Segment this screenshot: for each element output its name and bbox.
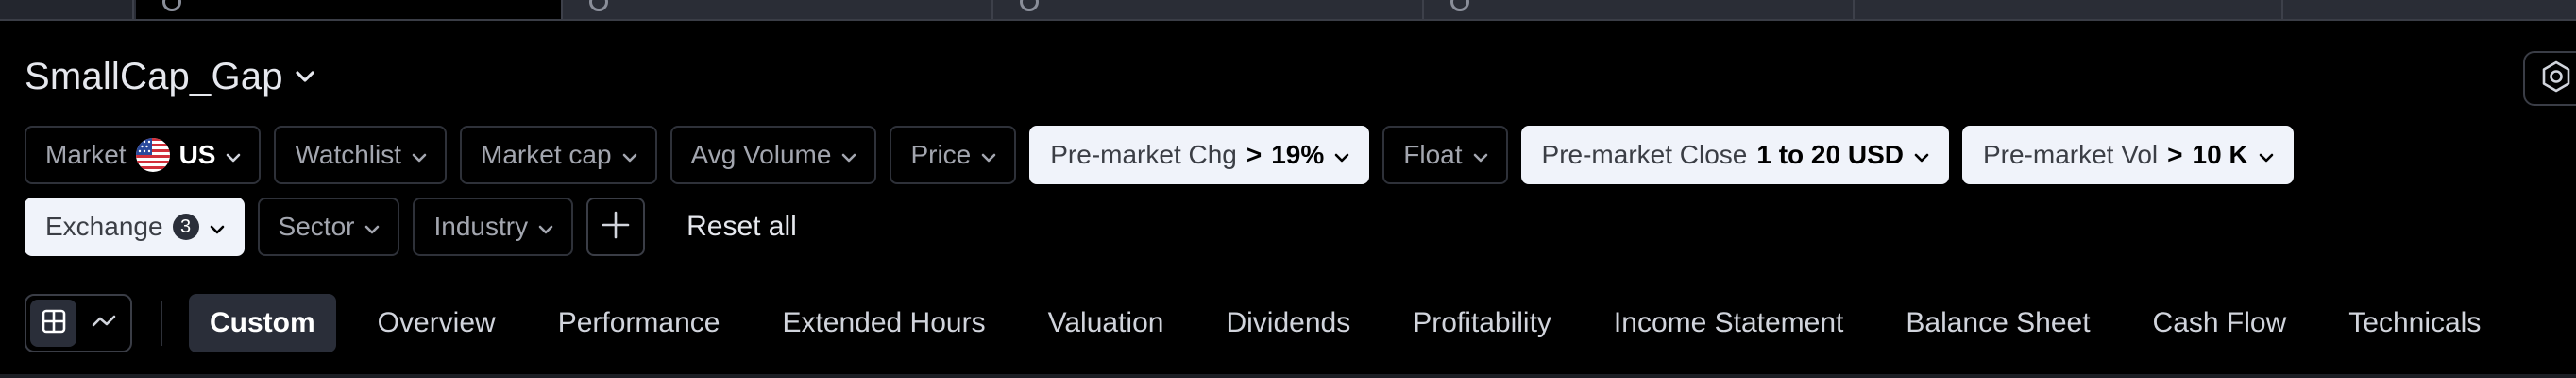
tab-overview[interactable]: Overview	[377, 307, 496, 338]
browser-tab-active[interactable]	[136, 0, 563, 19]
filter-market-cap[interactable]: Market cap	[460, 126, 657, 184]
tab-favicon-icon	[1450, 0, 1469, 11]
tab-income-statement[interactable]: Income Statement	[1613, 307, 1844, 338]
browser-tab[interactable]	[563, 0, 993, 19]
filter-label: Industry	[433, 212, 529, 241]
chevron-down-icon	[537, 212, 554, 242]
settings-icon	[2538, 59, 2574, 99]
tab-technicals[interactable]: Technicals	[2348, 307, 2482, 338]
filter-premarket-change[interactable]: Pre-market Chg > 19%	[1029, 126, 1370, 184]
filter-row: Market US Watchlist Market cap Avg Volum…	[25, 126, 2294, 184]
filter-value: US	[178, 140, 216, 169]
filter-label: Avg Volume	[690, 140, 832, 169]
view-toolbar: Custom Overview Performance Extended Hou…	[25, 293, 2520, 353]
filter-avg-volume[interactable]: Avg Volume	[669, 126, 877, 184]
filter-float[interactable]: Float	[1382, 126, 1508, 184]
chart-view-button[interactable]	[80, 300, 127, 347]
browser-tab[interactable]	[2283, 0, 2576, 19]
tab-favicon-icon	[589, 0, 608, 11]
filter-label: Market cap	[481, 140, 612, 169]
filter-label: Pre-market Vol	[1982, 140, 2159, 169]
filter-value: 19%	[1271, 140, 1325, 169]
view-tabs: Custom Overview Performance Extended Hou…	[189, 294, 2520, 352]
settings-button[interactable]	[2523, 51, 2576, 106]
filter-label: Float	[1403, 140, 1463, 169]
tab-cash-flow[interactable]: Cash Flow	[2152, 307, 2287, 338]
filter-operator: >	[2167, 140, 2183, 169]
filter-premarket-close[interactable]: Pre-market Close 1 to 20 USD	[1520, 126, 1949, 184]
chevron-down-icon	[840, 140, 857, 170]
filter-row: Exchange 3 Sector Industry Reset all	[25, 198, 797, 256]
browser-tab[interactable]	[1424, 0, 1855, 19]
filter-value: 10 K	[2192, 140, 2248, 169]
filter-label: Watchlist	[295, 140, 402, 169]
filter-label: Market	[45, 140, 127, 169]
filter-count-badge: 3	[172, 214, 199, 240]
filter-industry[interactable]: Industry	[413, 198, 574, 256]
filter-operator: >	[1246, 140, 1263, 169]
chevron-down-icon	[1472, 140, 1489, 170]
tab-profitability[interactable]: Profitability	[1413, 307, 1551, 338]
filter-label: Pre-market Close	[1541, 140, 1748, 169]
filter-price[interactable]: Price	[890, 126, 1017, 184]
screener-title: SmallCap_Gap	[25, 55, 283, 97]
view-mode-toggle	[25, 294, 132, 352]
divider	[161, 301, 162, 346]
screener-title-menu[interactable]: SmallCap_Gap	[25, 53, 315, 100]
chevron-down-icon	[980, 140, 997, 170]
filter-label: Price	[910, 140, 972, 169]
filter-value: 1 to 20 USD	[1756, 140, 1904, 169]
chevron-down-icon	[411, 140, 428, 170]
chevron-down-icon	[2258, 140, 2275, 170]
chevron-down-icon	[1333, 140, 1350, 170]
chevron-down-icon	[295, 70, 315, 83]
filter-label: Pre-market Chg	[1050, 140, 1237, 169]
browser-tab[interactable]	[993, 0, 1424, 19]
chevron-down-icon	[364, 212, 381, 242]
filter-label: Exchange	[45, 212, 163, 241]
filter-premarket-volume[interactable]: Pre-market Vol > 10 K	[1961, 126, 2294, 184]
tab-dividends[interactable]: Dividends	[1226, 307, 1351, 338]
tab-favicon-icon	[1020, 0, 1039, 11]
reset-all-button[interactable]: Reset all	[686, 211, 797, 242]
chart-line-icon	[90, 307, 118, 340]
filter-market[interactable]: Market US	[25, 126, 262, 184]
tab-valuation[interactable]: Valuation	[1047, 307, 1164, 338]
add-filter-button[interactable]	[586, 198, 646, 256]
plus-icon	[600, 209, 632, 246]
chevron-down-icon	[209, 212, 226, 242]
chevron-down-icon	[1913, 140, 1930, 170]
tab-custom[interactable]: Custom	[189, 294, 336, 352]
browser-tab-strip	[0, 0, 2576, 21]
table-icon	[40, 307, 68, 340]
tab-extended-hours[interactable]: Extended Hours	[782, 307, 986, 338]
us-flag-icon	[135, 138, 170, 172]
tab-performance[interactable]: Performance	[557, 307, 720, 338]
chevron-down-icon	[621, 140, 638, 170]
filter-watchlist[interactable]: Watchlist	[274, 126, 448, 184]
browser-tab[interactable]	[1855, 0, 2283, 19]
filter-label: Sector	[278, 212, 355, 241]
filter-exchange[interactable]: Exchange 3	[25, 198, 245, 256]
filter-sector[interactable]: Sector	[257, 198, 400, 256]
divider	[0, 374, 2576, 378]
chevron-down-icon	[225, 140, 242, 170]
browser-tab[interactable]	[0, 0, 134, 19]
table-view-button[interactable]	[30, 300, 76, 347]
tab-favicon-icon	[162, 0, 181, 11]
tab-balance-sheet[interactable]: Balance Sheet	[1906, 307, 2091, 338]
